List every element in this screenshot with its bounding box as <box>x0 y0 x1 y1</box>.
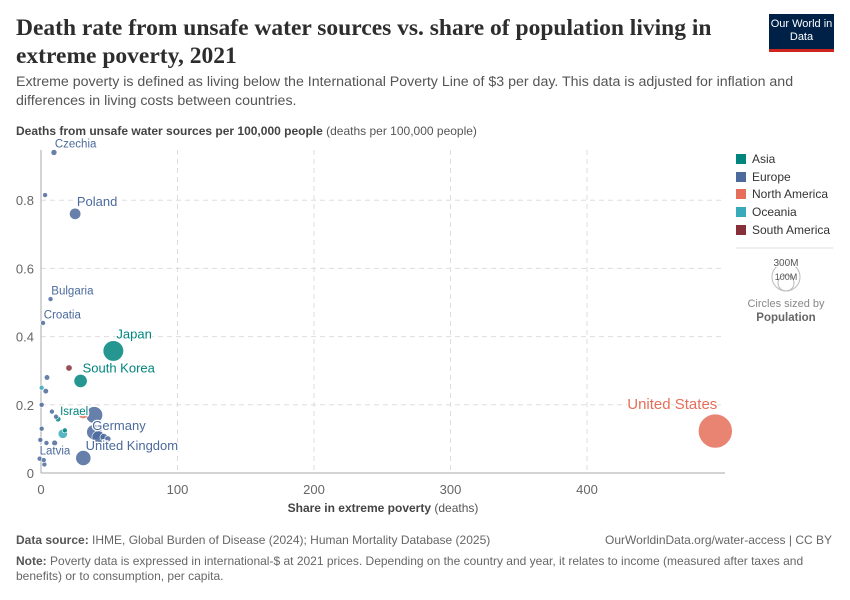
point-label: United States <box>627 396 717 413</box>
legend-item-asia[interactable]: Asia <box>736 152 775 166</box>
legend-swatch <box>736 224 746 235</box>
data-point-united-kingdom <box>75 450 92 466</box>
legend-label: South America <box>752 222 831 237</box>
y-axis-label: Deaths from unsafe water sources per 100… <box>16 124 477 138</box>
data-point-bulgaria <box>47 296 54 302</box>
data-point-south-korea <box>73 373 88 388</box>
legend-label: Europe <box>752 169 791 184</box>
data-point <box>42 388 49 395</box>
point-label: Israel <box>60 406 88 418</box>
data-point <box>40 457 47 463</box>
x-tick-label: 200 <box>303 482 325 497</box>
data-point <box>38 384 45 391</box>
x-tick-label: 400 <box>576 482 598 497</box>
data-point <box>38 401 45 408</box>
data-point <box>38 425 45 432</box>
point-label: Poland <box>77 194 117 209</box>
point-label: Croatia <box>44 309 82 321</box>
data-point-japan <box>102 340 124 362</box>
x-tick-label: 300 <box>440 482 462 497</box>
chart-subtitle: Extreme poverty is defined as living bel… <box>16 74 794 109</box>
point-label: South Korea <box>83 360 156 375</box>
data-point-united-states <box>698 413 733 449</box>
note-text: Poverty data is expressed in internation… <box>16 554 804 583</box>
size-legend-small-circle <box>777 274 795 292</box>
data-point <box>53 413 59 420</box>
legend-item-oceania[interactable]: Oceania <box>736 205 797 219</box>
data-source: Data source: IHME, Global Burden of Dise… <box>16 533 490 548</box>
y-tick-label: 0.4 <box>16 330 34 345</box>
url-license[interactable]: OurWorldinData.org/water-access | CC BY <box>605 533 832 547</box>
legend-swatch <box>736 189 746 200</box>
size-legend-small-label: 100M <box>775 272 798 282</box>
legend-item-europe[interactable]: Europe <box>736 170 791 184</box>
note: Note: Poverty data is expressed in inter… <box>16 554 816 584</box>
data-point <box>77 407 90 419</box>
y-tick-label: 0.8 <box>16 193 34 208</box>
legend-item-north-america[interactable]: North America <box>736 187 828 201</box>
legend-item-south-america[interactable]: South America <box>736 223 830 237</box>
size-legend-caption: Circles sized by <box>747 298 825 310</box>
point-label: Czechia <box>55 138 97 150</box>
chart-title: Death rate from unsafe water sources vs.… <box>16 15 712 69</box>
note-label: Note: <box>16 554 47 568</box>
data-point <box>42 192 48 198</box>
point-label: Germany <box>92 418 146 433</box>
legend-label: Asia <box>752 152 776 166</box>
source-text[interactable]: IHME, Global Burden of Disease (2024); H… <box>92 533 491 547</box>
y-tick-label: 0.6 <box>16 261 34 276</box>
data-point-croatia <box>40 320 46 326</box>
owid-logo[interactable]: Our World in Data <box>769 14 834 52</box>
legend-swatch <box>736 171 746 182</box>
data-point <box>51 439 58 447</box>
y-axis-label-unit: (deaths per 100,000 people) <box>326 124 477 138</box>
data-point <box>43 374 51 381</box>
size-legend-large-label: 300M <box>773 258 798 269</box>
point-label: Latvia <box>40 446 71 458</box>
data-point <box>49 408 55 415</box>
data-point <box>65 364 73 372</box>
legend-label: Oceania <box>752 205 797 220</box>
data-point <box>37 437 44 443</box>
point-label: United Kingdom <box>86 438 179 453</box>
legend-swatch <box>736 154 746 164</box>
y-tick-label: 0 <box>27 466 34 481</box>
data-point <box>43 440 50 446</box>
source-label: Data source: <box>16 533 89 547</box>
y-axis-label-main: Deaths from unsafe water sources per 100… <box>16 124 323 138</box>
size-legend-variable: Population <box>756 312 815 324</box>
data-point <box>104 435 112 443</box>
x-tick-label: 100 <box>167 482 189 497</box>
legend-label: North America <box>752 187 829 202</box>
data-point-poland <box>69 207 82 220</box>
legend-swatch <box>736 207 746 218</box>
data-point-czechia <box>50 149 58 156</box>
y-tick-label: 0.2 <box>16 398 34 413</box>
x-tick-label: 0 <box>37 482 44 497</box>
x-axis-label: Share in extreme poverty (deaths) <box>288 501 479 515</box>
point-label: Japan <box>116 327 151 342</box>
data-point <box>62 427 68 434</box>
point-label: Bulgaria <box>51 286 94 298</box>
